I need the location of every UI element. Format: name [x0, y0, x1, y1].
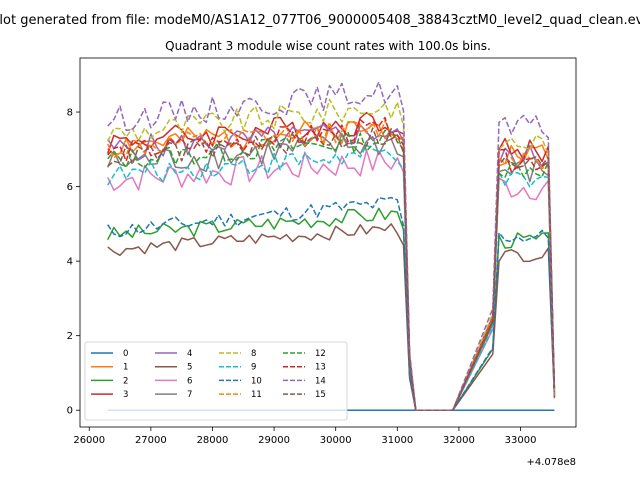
legend-label: 10 [251, 376, 262, 386]
y-tick-label: 6 [67, 182, 73, 193]
x-tick-label: 29000 [258, 435, 290, 446]
legend-label: 5 [187, 363, 192, 373]
legend-label: 12 [315, 349, 326, 359]
x-tick-label: 33000 [505, 435, 537, 446]
x-axis: 26000 27000 28000 29000 30000 31000 32000 33000 [73, 427, 536, 446]
x-tick-label: 30000 [320, 435, 352, 446]
legend-label: 14 [315, 376, 326, 386]
legend-box [84, 341, 348, 421]
figure-suptitle: Plot generated from file: modeM0/AS1A12_… [0, 13, 640, 28]
x-tick-label: 27000 [135, 435, 167, 446]
x-tick-label: 26000 [73, 435, 105, 446]
y-tick-label: 2 [67, 331, 73, 342]
y-tick-label: 4 [67, 257, 73, 268]
series-layer [106, 81, 556, 411]
plot-frame [79, 57, 577, 428]
x-tick-label: 32000 [443, 435, 475, 446]
y-tick-label: 0 [67, 406, 73, 417]
legend-label: 1 [123, 363, 128, 373]
legend-label: 3 [123, 390, 128, 400]
legend-label: 2 [123, 376, 128, 386]
legend-label: 8 [251, 349, 256, 359]
legend-label: 0 [123, 349, 128, 359]
x-tick-label: 28000 [197, 435, 229, 446]
legend-label: 6 [187, 376, 192, 386]
x-tick-label: 31000 [381, 435, 413, 446]
y-tick-label: 8 [67, 108, 73, 119]
legend-label: 13 [315, 363, 326, 373]
legend-label: 4 [187, 349, 192, 359]
legend-label: 9 [251, 363, 256, 373]
legend-label: 15 [315, 390, 326, 400]
chart-title: Quadrant 3 module wise count rates with … [165, 39, 491, 53]
series-line-15 [107, 127, 556, 411]
legend-label: 7 [187, 390, 192, 400]
x-offset-label: +4.078e8 [526, 457, 576, 468]
legend-label: 11 [251, 390, 262, 400]
y-axis: 0 2 4 6 8 [67, 108, 80, 417]
